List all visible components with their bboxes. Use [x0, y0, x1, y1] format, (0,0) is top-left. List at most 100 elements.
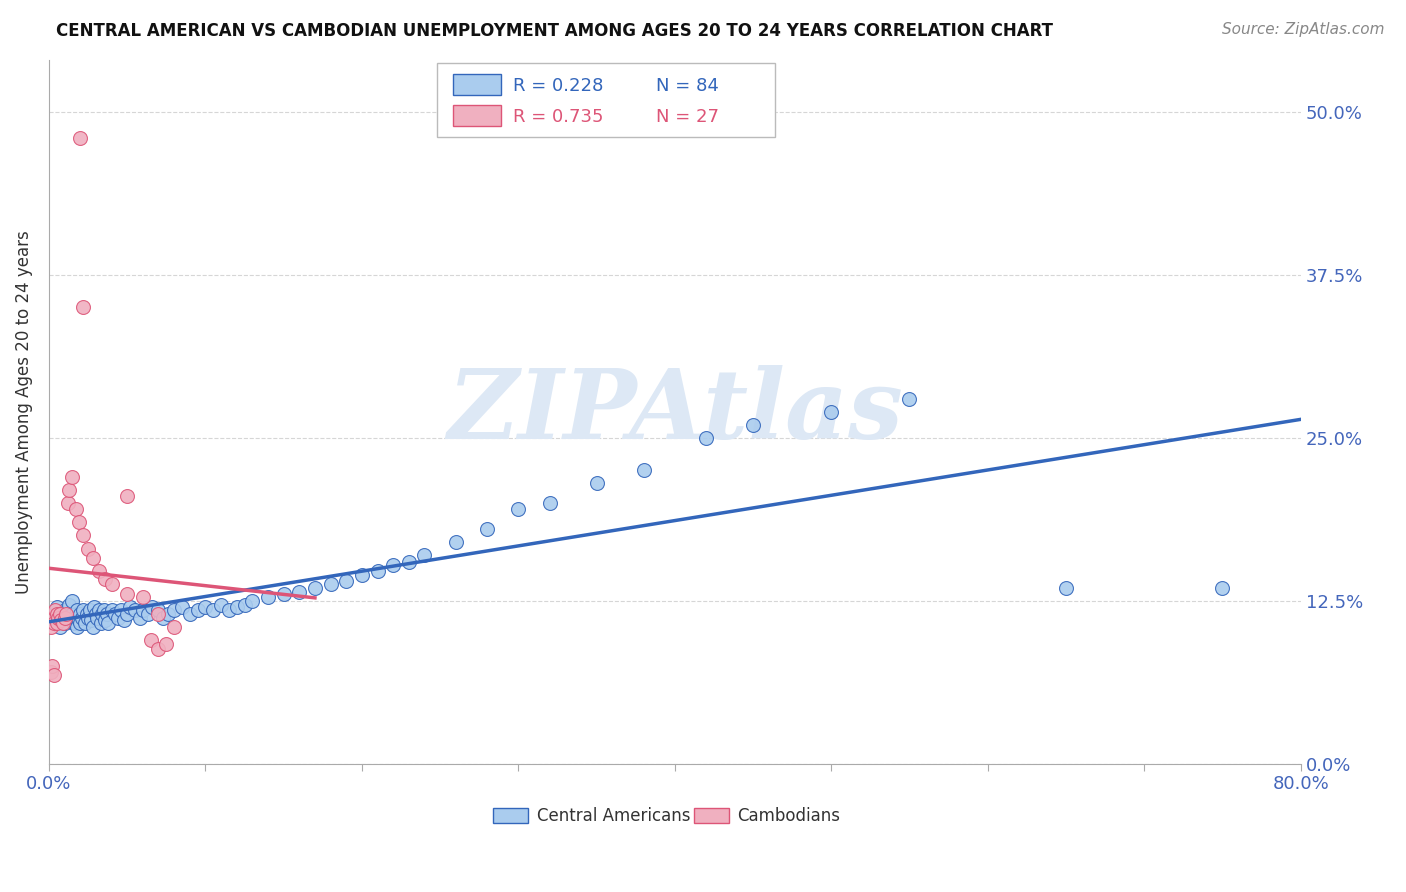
Point — [695, 431, 717, 445]
Point — [69, 607, 91, 621]
Point — [128, 610, 150, 624]
Point — [45, 600, 67, 615]
Point — [45, 607, 67, 621]
Point — [97, 615, 120, 630]
Point — [1054, 581, 1077, 595]
Point — [163, 603, 186, 617]
Text: R = 0.228: R = 0.228 — [513, 77, 603, 95]
Point — [273, 587, 295, 601]
Point — [58, 598, 80, 612]
Point — [218, 603, 240, 617]
Point — [156, 607, 179, 621]
Point — [742, 417, 765, 432]
Point — [51, 607, 73, 621]
Point — [107, 610, 129, 624]
Point — [45, 615, 67, 630]
Point — [91, 607, 114, 621]
Point — [585, 476, 607, 491]
Point — [63, 615, 86, 630]
Point — [58, 483, 80, 497]
Point — [79, 603, 101, 617]
Point — [41, 658, 63, 673]
Point — [148, 641, 170, 656]
Point — [444, 535, 467, 549]
Point — [132, 603, 155, 617]
Point — [475, 522, 498, 536]
FancyBboxPatch shape — [494, 808, 529, 823]
Point — [139, 632, 162, 647]
Point — [69, 615, 91, 630]
Point — [52, 615, 75, 630]
Point — [41, 610, 63, 624]
FancyBboxPatch shape — [453, 74, 501, 95]
Point — [62, 607, 84, 621]
Point — [62, 593, 84, 607]
Point — [69, 131, 91, 145]
Point — [56, 610, 79, 624]
FancyBboxPatch shape — [453, 105, 501, 127]
Point — [42, 668, 65, 682]
Point — [76, 607, 98, 621]
Point — [898, 392, 921, 406]
Point — [90, 615, 112, 630]
Point — [115, 607, 138, 621]
Text: Source: ZipAtlas.com: Source: ZipAtlas.com — [1222, 22, 1385, 37]
Point — [70, 610, 93, 624]
Text: ZIPAtlas: ZIPAtlas — [447, 365, 903, 458]
Point — [100, 603, 122, 617]
Point — [155, 637, 177, 651]
Point — [136, 607, 159, 621]
Point — [49, 620, 72, 634]
Point — [67, 516, 90, 530]
Point — [39, 620, 62, 634]
Point — [77, 541, 100, 556]
Point — [82, 550, 104, 565]
Point — [187, 603, 209, 617]
Point — [820, 404, 842, 418]
Point — [115, 489, 138, 503]
Point — [77, 610, 100, 624]
Y-axis label: Unemployment Among Ages 20 to 24 years: Unemployment Among Ages 20 to 24 years — [15, 230, 32, 593]
Point — [66, 620, 89, 634]
Text: N = 84: N = 84 — [657, 77, 718, 95]
Point — [84, 607, 107, 621]
Point — [257, 590, 280, 604]
Text: N = 27: N = 27 — [657, 108, 718, 127]
Point — [202, 603, 225, 617]
Point — [87, 603, 110, 617]
Point — [225, 600, 247, 615]
Point — [66, 603, 89, 617]
Point — [42, 615, 65, 630]
FancyBboxPatch shape — [437, 63, 775, 137]
Point — [96, 607, 118, 621]
Point — [538, 496, 561, 510]
Point — [170, 600, 193, 615]
Point — [110, 603, 132, 617]
Point — [44, 603, 66, 617]
Point — [62, 470, 84, 484]
Point — [55, 607, 77, 621]
Point — [209, 598, 232, 612]
Point — [288, 584, 311, 599]
Point — [56, 496, 79, 510]
Point — [1211, 581, 1233, 595]
Point — [49, 607, 72, 621]
Point — [86, 610, 108, 624]
Point — [398, 555, 420, 569]
Point — [508, 502, 530, 516]
Point — [72, 528, 94, 542]
Text: Cambodians: Cambodians — [737, 806, 841, 825]
Point — [59, 613, 82, 627]
Point — [367, 564, 389, 578]
Point — [93, 603, 115, 617]
Point — [350, 567, 373, 582]
Point — [132, 590, 155, 604]
Point — [72, 301, 94, 315]
Point — [152, 610, 174, 624]
Point — [240, 593, 263, 607]
Point — [94, 613, 117, 627]
Point — [382, 558, 405, 573]
Point — [53, 615, 76, 630]
Point — [633, 463, 655, 477]
Point — [194, 600, 217, 615]
